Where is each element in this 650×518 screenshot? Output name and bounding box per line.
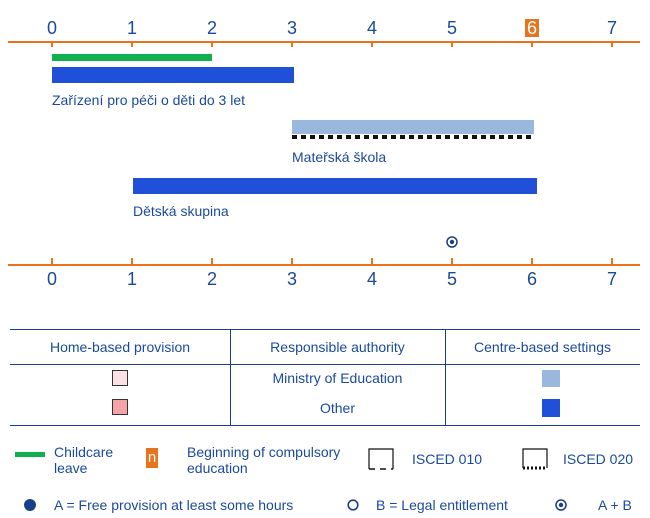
authority-moe: Ministry of Education — [272, 370, 403, 386]
bottom-tick-5: 5 — [446, 269, 458, 289]
bottom-tickmark — [291, 258, 293, 264]
legend-compulsory: Beginning of compulsory education — [187, 444, 341, 476]
top-axis-line — [8, 41, 640, 43]
filled-circle-icon — [24, 498, 36, 511]
header-home-based: Home-based provision — [49, 339, 191, 355]
legend-free-provision: A = Free provision at least some hours — [54, 497, 294, 513]
header-responsible-authority: Responsible authority — [270, 339, 405, 355]
home-moe-swatch — [112, 370, 128, 386]
open-circle-icon — [347, 498, 359, 511]
bottom-tick-0: 0 — [46, 269, 58, 289]
top-tickmark — [531, 41, 533, 47]
legend-legal-entitlement: B = Legal entitlement — [376, 497, 508, 513]
bottom-tickmark — [451, 258, 453, 264]
bottom-tick-4: 4 — [366, 269, 378, 289]
table-rule — [10, 329, 640, 330]
table-col-divider — [230, 329, 231, 425]
legend-childcare-leave: Childcare leave — [54, 444, 114, 476]
top-tickmark — [451, 41, 453, 47]
table-col-divider — [445, 329, 446, 425]
compulsory-n-icon: n — [146, 448, 158, 468]
bottom-axis-line — [8, 264, 640, 266]
materska-bar — [292, 120, 534, 134]
ring-dot-icon — [555, 498, 567, 511]
bottom-tickmark — [211, 258, 213, 264]
centre-other-swatch — [542, 399, 560, 417]
bottom-tick-1: 1 — [126, 269, 138, 289]
top-tickmark — [291, 41, 293, 47]
materska-label: Mateřská škola — [292, 149, 387, 165]
top-tickmark — [131, 41, 133, 47]
table-rule — [10, 364, 640, 365]
zarizeni-label: Zařízení pro péči o děti do 3 let — [52, 92, 245, 108]
detska-bar — [133, 178, 537, 194]
legend-isced020: ISCED 020 — [563, 451, 634, 467]
top-tickmark — [371, 41, 373, 47]
home-other-swatch — [112, 399, 128, 415]
bottom-tickmark — [131, 258, 133, 264]
top-tick-7: 7 — [606, 18, 618, 38]
top-tick-1: 1 — [126, 18, 138, 38]
bottom-tick-2: 2 — [206, 269, 218, 289]
bottom-tickmark — [51, 258, 53, 264]
isced020-dotted-line — [292, 135, 534, 139]
top-tick-0: 0 — [46, 18, 58, 38]
top-tick-4: 4 — [366, 18, 378, 38]
top-tickmark — [211, 41, 213, 47]
zarizeni-bar — [52, 67, 294, 83]
top-tick-6-highlight: 6 — [524, 18, 540, 38]
bottom-tickmark — [531, 258, 533, 264]
a-plus-b-marker-icon — [446, 235, 458, 248]
isced010-icon — [368, 448, 394, 470]
childcare-leave-bar — [52, 54, 212, 61]
childcare-leave-swatch — [15, 452, 45, 457]
table-rule — [10, 425, 640, 426]
authority-other: Other — [319, 400, 355, 416]
top-tickmark — [51, 41, 53, 47]
header-centre-based: Centre-based settings — [474, 339, 611, 355]
bottom-tickmark — [371, 258, 373, 264]
top-tick-2: 2 — [206, 18, 218, 38]
legend-isced010: ISCED 010 — [412, 451, 483, 467]
legend-a-plus-b: A + B — [598, 497, 632, 513]
bottom-tick-3: 3 — [286, 269, 298, 289]
top-tickmark — [611, 41, 613, 47]
bottom-tickmark — [611, 258, 613, 264]
bottom-tick-6: 6 — [526, 269, 538, 289]
top-tick-5: 5 — [446, 18, 458, 38]
detska-label: Dětská skupina — [133, 203, 229, 219]
bottom-tick-7: 7 — [606, 269, 618, 289]
centre-moe-swatch — [542, 370, 560, 387]
top-tick-3: 3 — [286, 18, 298, 38]
isced020-icon — [522, 448, 548, 470]
